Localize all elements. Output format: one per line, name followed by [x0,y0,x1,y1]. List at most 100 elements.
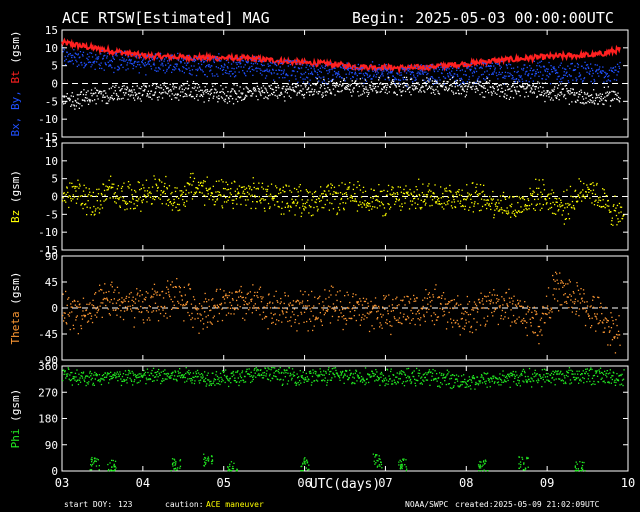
point-by [358,72,360,75]
point-bx [408,86,410,89]
point-bx [474,88,476,90]
point-by [448,68,450,70]
point-bz [577,200,579,202]
point-by [132,67,134,70]
point-theta [527,305,529,307]
point-by [208,64,210,66]
point-by [345,66,347,68]
point-phi [260,369,262,371]
point-phi [79,377,81,379]
point-by [418,66,420,68]
point-theta [120,301,123,303]
point-by [459,69,461,72]
point-by [566,71,568,73]
point-bz [199,182,202,184]
point-bz [593,184,595,187]
point-theta [451,299,453,301]
point-theta [131,310,133,312]
point-by [87,61,90,64]
point-bz [231,182,233,184]
point-bz [168,198,170,200]
point-phi [68,378,70,380]
point-by [106,57,108,59]
point-phi [134,373,136,376]
point-phi [284,376,286,378]
point-bz [499,195,502,197]
point-bx [338,91,340,93]
point-by [615,69,617,71]
point-theta [560,282,562,284]
point-by [145,64,147,66]
point-theta [110,299,112,301]
point-phi [64,370,66,372]
point-bz [445,187,447,189]
point-bz [452,194,454,196]
point-bx [593,102,595,104]
point-theta [360,319,362,321]
point-phi [102,374,105,376]
point-bz [585,191,587,193]
point-by [148,60,150,62]
point-theta [290,325,292,327]
point-by [224,64,226,66]
point-bx [83,99,86,101]
point-by [233,76,236,78]
point-by [180,62,182,64]
point-phi [164,378,166,380]
point-bx [148,85,150,87]
point-by [597,72,599,75]
point-theta [94,314,96,316]
point-phi [129,372,132,374]
point-by [464,63,466,66]
point-by [191,69,194,71]
point-by [474,68,477,70]
point-theta [482,303,484,305]
point-bz [226,201,228,203]
point-theta [466,295,468,298]
point-theta [379,326,381,328]
point-theta [601,313,603,315]
point-by [258,60,261,62]
point-bx [211,88,213,91]
point-by [488,73,490,76]
point-bz [497,210,500,212]
point-bx [577,96,580,98]
point-bz [264,210,266,212]
point-by [339,66,342,68]
point-bx [596,94,598,96]
point-bz [443,202,445,204]
point-bx [205,91,207,94]
point-theta [272,302,274,304]
point-bz [277,201,279,203]
point-theta [207,321,209,323]
point-bx [591,94,593,96]
point-theta [257,296,259,299]
point-phi [218,377,220,379]
point-bz [619,206,622,208]
point-bz [467,195,469,197]
point-bz [111,186,113,188]
point-phi [215,374,217,376]
point-bx [327,87,329,89]
point-bz [146,190,149,192]
point-bx [224,98,227,100]
point-phi [179,372,181,374]
point-theta [541,312,544,314]
point-by [114,67,116,69]
point-bz [125,203,128,205]
point-theta [199,313,201,315]
point-bz [105,198,108,200]
point-bz [446,201,448,203]
point-theta [342,308,344,311]
point-bx [141,86,143,88]
point-bz [120,196,122,198]
point-by [285,73,287,75]
point-bz [254,194,256,197]
point-theta [528,309,530,311]
point-theta [246,303,248,305]
point-theta [442,292,445,294]
point-theta [122,301,124,303]
point-phi [77,379,79,381]
point-by [307,77,309,79]
point-theta [484,325,486,327]
